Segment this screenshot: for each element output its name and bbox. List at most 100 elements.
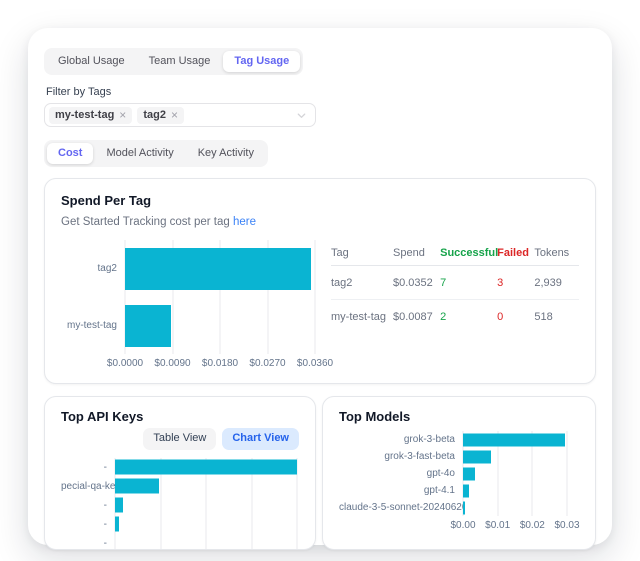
tab-key-activity[interactable]: Key Activity	[197, 147, 254, 160]
gridline	[251, 457, 252, 550]
tag-chip-label: my-test-tag	[55, 108, 115, 121]
bar-area	[115, 534, 297, 550]
chart-row: pecial-qa-key	[61, 477, 299, 496]
top-api-keys-title: Top API Keys	[61, 409, 144, 425]
x-axis-tick-label: $0.02	[519, 520, 545, 532]
chart-row: -	[61, 496, 299, 515]
view-tabs: Cost Model Activity Key Activity	[44, 140, 268, 168]
bar-pecial-qa-key[interactable]	[115, 478, 159, 494]
cell-failed: 3	[497, 276, 504, 289]
category-label: gpt-4o	[426, 468, 455, 480]
table-view-button[interactable]: Table View	[143, 428, 217, 450]
bar-track	[463, 465, 579, 482]
remove-tag-icon[interactable]: ×	[119, 108, 127, 123]
bar-grok-3-beta[interactable]	[463, 433, 566, 447]
top-models-title: Top Models	[339, 409, 411, 425]
bar-item-3[interactable]	[115, 516, 119, 532]
bar-area	[463, 465, 567, 482]
bar-track	[115, 515, 299, 534]
bar-area	[463, 448, 567, 465]
spend-per-tag-chart: tag2 my-test-tag $0.0000 $0.0090 $0.0180 $0.0…	[61, 240, 333, 370]
cell-tokens: 518	[534, 310, 553, 323]
bar-track	[115, 496, 299, 515]
bar-gpt-4.1[interactable]	[463, 484, 470, 498]
bar-track	[115, 458, 299, 477]
tab-tag-usage[interactable]: Tag Usage	[223, 51, 301, 73]
cell-tag: my-test-tag	[331, 310, 387, 323]
chart-row: claude-3-5-sonnet-20240620	[339, 499, 579, 516]
col-header-successful: Successful	[440, 246, 499, 259]
spend-per-tag-subtitle: Get Started Tracking cost per tag here	[61, 216, 579, 228]
spend-table: Tag Spend Successful Failed Tokens tag2 …	[331, 240, 579, 370]
tag-chip-label: tag2	[143, 108, 166, 121]
bar-area	[125, 297, 315, 354]
table-row: my-test-tag $0.0087 2 0 518	[331, 300, 579, 333]
category-label: tag2	[97, 263, 117, 275]
view-toggle: Table View Chart View	[61, 428, 299, 450]
bar-area	[463, 499, 567, 516]
x-axis-tick-label: $0.0270	[249, 358, 286, 370]
filter-by-tags-label: Filter by Tags	[46, 86, 112, 99]
bar-item-0[interactable]	[115, 459, 297, 475]
gridline	[296, 457, 298, 550]
cell-tokens: 2,939	[534, 276, 562, 289]
tab-team-usage[interactable]: Team Usage	[148, 55, 211, 67]
cell-successful: 2	[440, 310, 447, 323]
main-panel: Global Usage Team Usage Tag Usage Filter…	[28, 28, 612, 551]
bar-area	[463, 482, 567, 499]
gridline	[172, 240, 173, 355]
bar-track	[115, 477, 299, 496]
category-label: -	[103, 461, 107, 473]
gridline	[205, 457, 207, 550]
bar-track	[125, 240, 321, 297]
chart-row: grok-3-beta	[339, 431, 579, 448]
tags-filter-select[interactable]: my-test-tag × tag2 ×	[44, 103, 316, 128]
chevron-down-icon[interactable]	[296, 110, 307, 121]
bar-area	[115, 477, 297, 496]
chart-row: gpt-4o	[339, 465, 579, 482]
chart-row: -	[61, 458, 299, 477]
cell-spend: $0.0352	[393, 276, 433, 289]
gridline	[566, 431, 568, 517]
gridline	[160, 457, 161, 550]
subtitle-text: Get Started Tracking cost per tag	[61, 216, 230, 229]
bar-tag2[interactable]	[125, 247, 311, 290]
x-axis-tick-label: $0.0360	[296, 358, 334, 370]
category-label: gpt-4.1	[423, 485, 455, 497]
bar-grok-3-fast-beta[interactable]	[463, 450, 492, 464]
bar-area	[463, 431, 567, 448]
col-header-failed: Failed	[497, 246, 529, 259]
x-axis-tick-label: $0.0180	[201, 358, 239, 370]
remove-tag-icon[interactable]: ×	[170, 108, 178, 123]
bar-my-test-tag[interactable]	[125, 304, 171, 347]
chart-row: my-test-tag	[61, 297, 321, 354]
tab-global-usage[interactable]: Global Usage	[58, 55, 125, 67]
chart-row: grok-3-fast-beta	[339, 448, 579, 465]
bar-item-2[interactable]	[115, 497, 124, 513]
chart-row: -	[61, 534, 299, 550]
bar-area	[115, 458, 297, 477]
cell-successful: 7	[440, 276, 447, 289]
cell-failed: 0	[497, 310, 504, 323]
tab-cost[interactable]: Cost	[47, 143, 94, 165]
bar-track	[463, 482, 579, 499]
gridline	[219, 240, 221, 355]
bar-track	[125, 297, 321, 354]
category-label: -	[103, 499, 107, 511]
x-axis-ticks: $0.0000 $0.0090 $0.0180 $0.0270 $0.0360	[107, 354, 333, 370]
bar-gpt-4o[interactable]	[463, 467, 476, 481]
gridline	[531, 431, 533, 517]
tab-model-activity[interactable]: Model Activity	[106, 147, 174, 160]
table-row: tag2 $0.0352 7 3 2,939	[331, 266, 579, 301]
top-api-keys-card: Top API Keys Table View Chart View - peci…	[44, 396, 316, 551]
chart-view-button[interactable]: Chart View	[222, 428, 299, 450]
here-link[interactable]: here	[232, 216, 256, 229]
x-axis-ticks: $0.00 $0.01 $0.02 $0.03	[450, 516, 579, 532]
col-header-spend: Spend	[393, 246, 425, 259]
bar-claude-3-5-sonnet-20240620[interactable]	[463, 501, 466, 515]
category-label: grok-3-beta	[403, 434, 455, 446]
spend-per-tag-card: Spend Per Tag Get Started Tracking cost …	[44, 178, 596, 385]
x-axis-tick-label: $0.01	[485, 520, 511, 532]
bar-track	[463, 431, 579, 448]
top-models-chart: grok-3-beta grok-3-fast-beta gpt-4o gpt-4.1…	[339, 431, 580, 532]
